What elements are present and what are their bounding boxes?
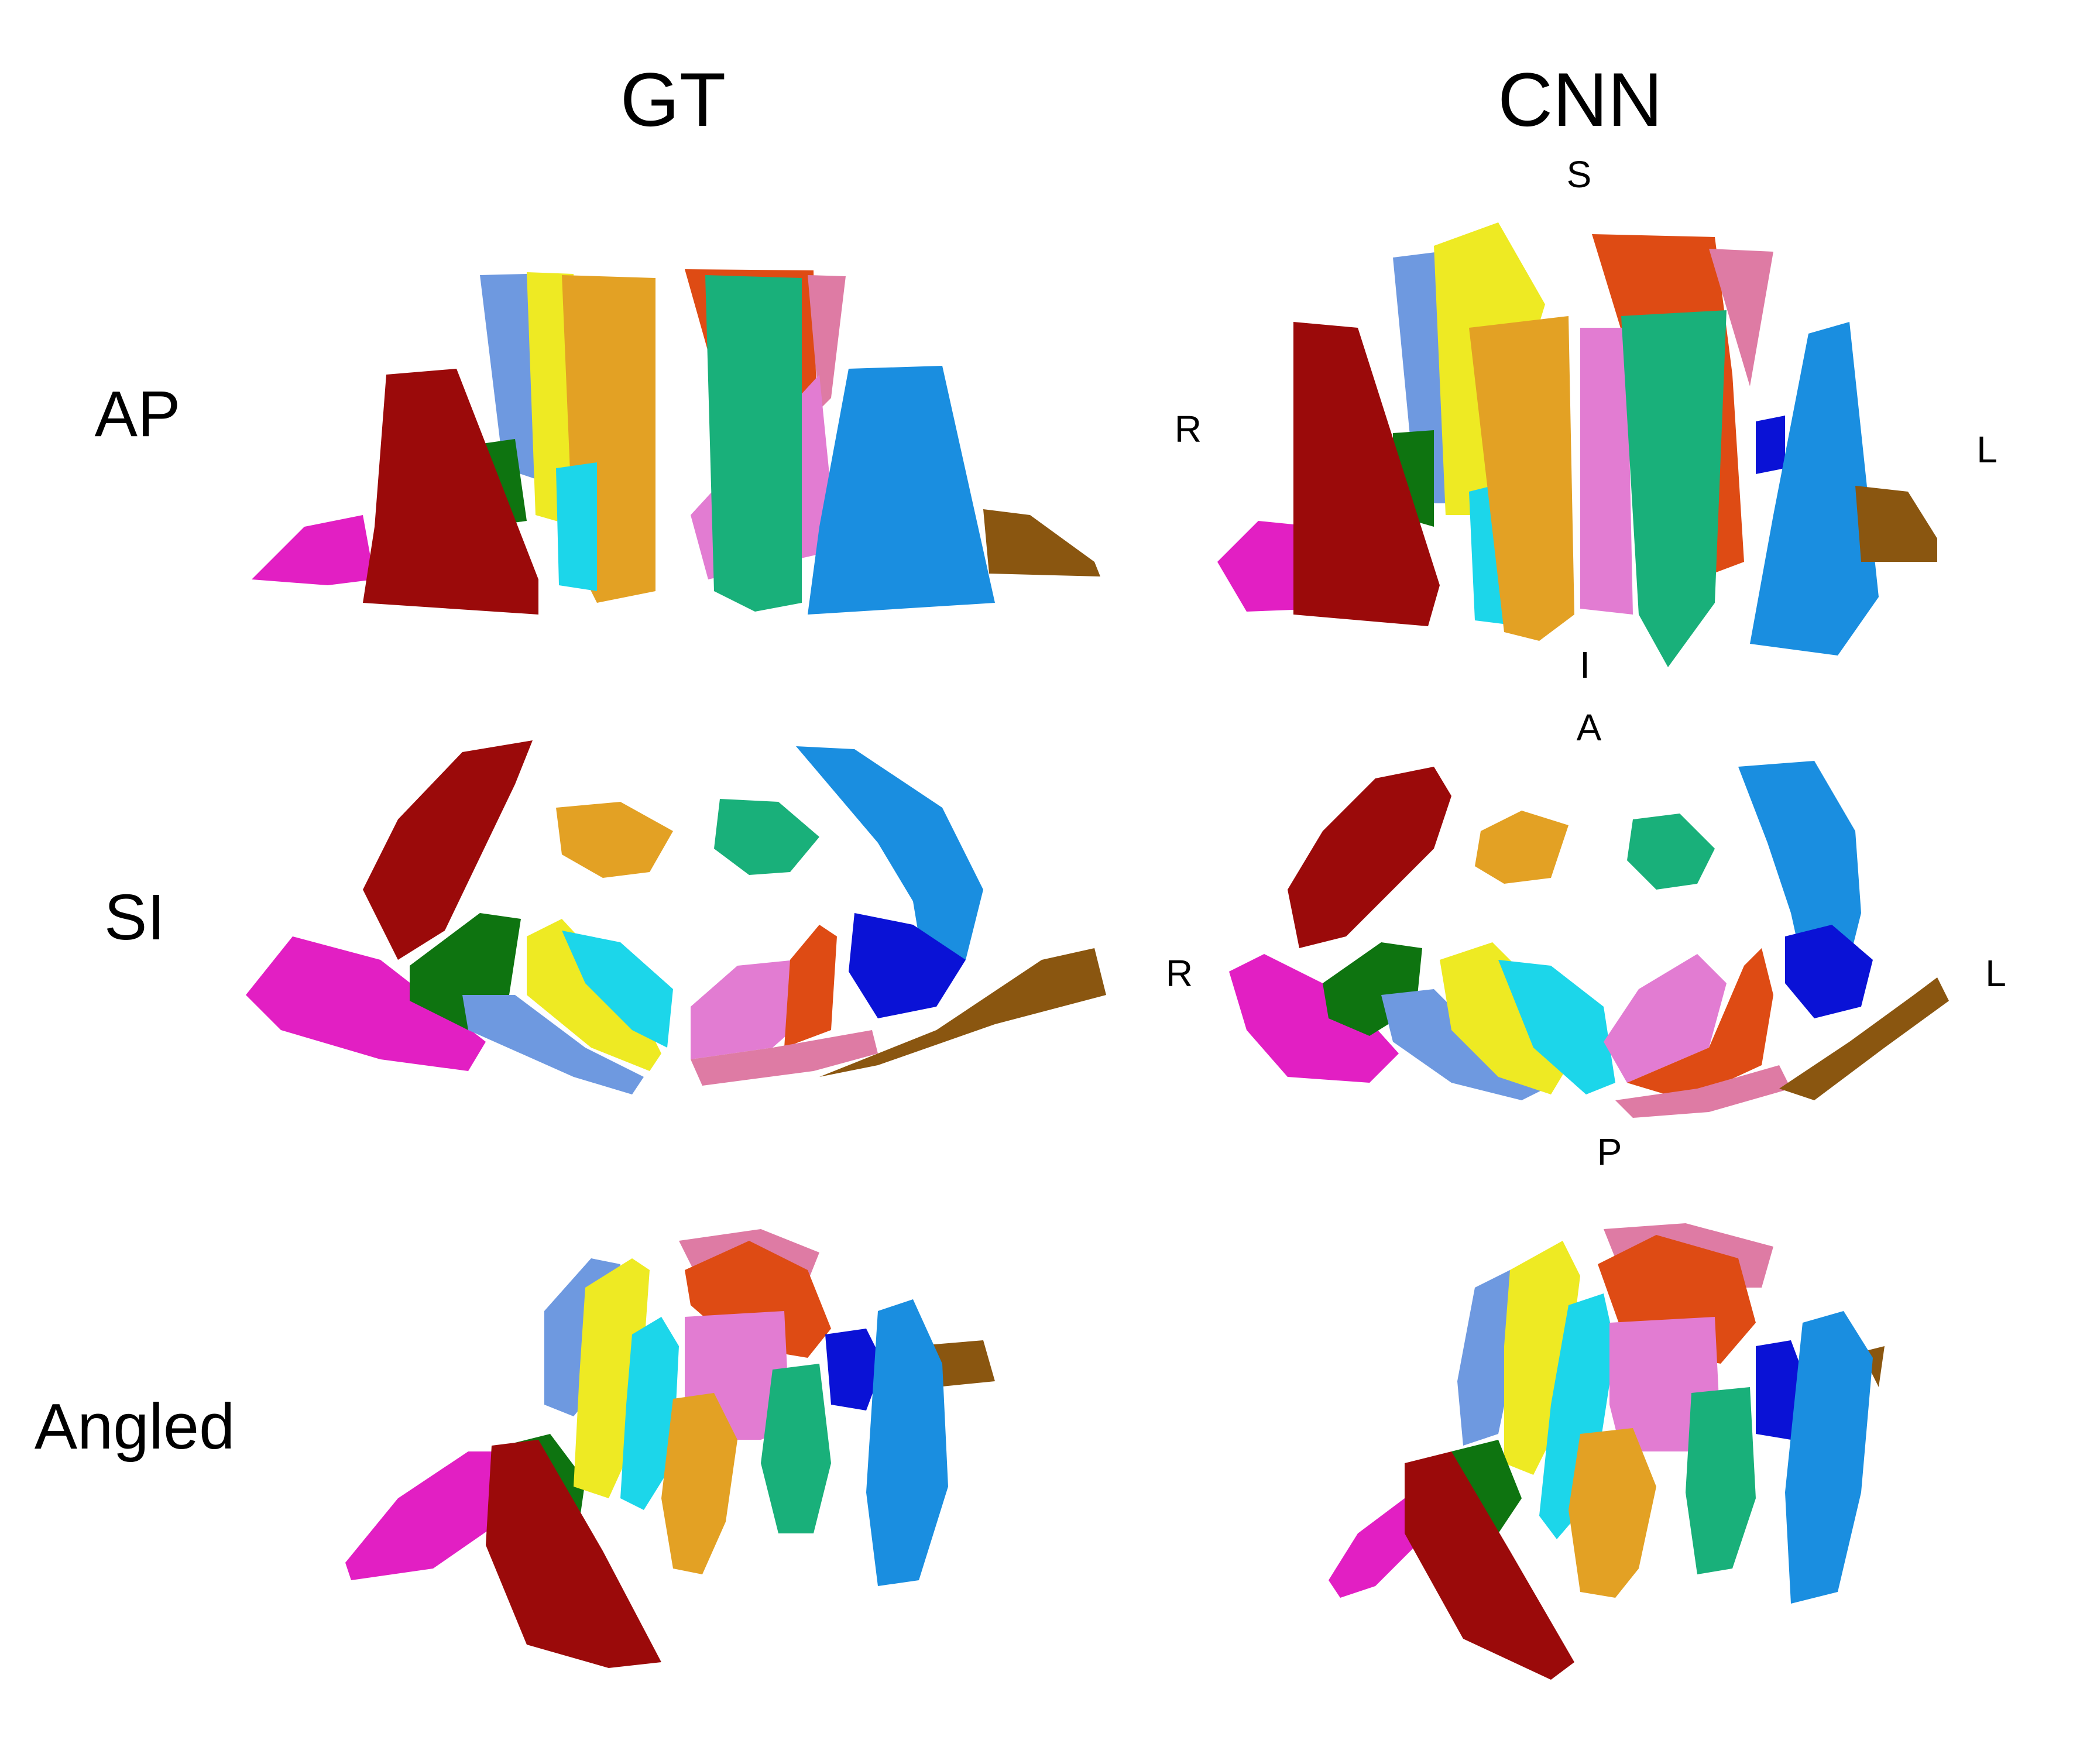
muscle-yellow bbox=[527, 272, 576, 527]
muscle-red-orange bbox=[1627, 948, 1773, 1100]
orientation-left-si: L bbox=[1985, 952, 2006, 994]
render-ap-gt bbox=[252, 269, 1100, 615]
column-title-cnn: CNN bbox=[1498, 57, 1663, 142]
render-ap-cnn bbox=[1217, 222, 1937, 667]
render-si-cnn bbox=[1229, 761, 1949, 1118]
muscle-cyan bbox=[556, 462, 597, 591]
row-label-ap: AP bbox=[95, 378, 181, 450]
muscle-pink bbox=[1604, 954, 1727, 1083]
muscle-cyan bbox=[620, 1317, 679, 1510]
muscle-magenta bbox=[1229, 954, 1399, 1083]
muscle-rose bbox=[1615, 1065, 1791, 1118]
muscle-brown bbox=[1855, 486, 1937, 562]
muscle-magenta bbox=[246, 936, 486, 1071]
muscle-blue bbox=[849, 913, 966, 1018]
muscle-green bbox=[1627, 814, 1715, 890]
muscle-light-blue bbox=[462, 995, 644, 1094]
orientation-posterior: P bbox=[1597, 1131, 1622, 1173]
orientation-right-si: R bbox=[1166, 952, 1193, 994]
muscle-brown bbox=[1779, 977, 1949, 1100]
muscle-dark-red bbox=[1288, 767, 1451, 948]
muscle-sky-blue bbox=[1785, 1311, 1873, 1604]
muscle-green bbox=[1621, 310, 1727, 667]
orientation-superior: S bbox=[1567, 153, 1592, 195]
orientation-right-ap: R bbox=[1175, 408, 1202, 450]
muscle-dark-red bbox=[1293, 322, 1440, 626]
muscle-brown bbox=[983, 509, 1100, 576]
muscle-light-blue bbox=[1393, 252, 1451, 503]
muscle-blue bbox=[1756, 416, 1785, 474]
muscle-red-orange bbox=[784, 925, 837, 1048]
muscle-dark-red bbox=[363, 740, 533, 960]
row-label-si: SI bbox=[104, 881, 165, 953]
muscle-sky-blue bbox=[1750, 322, 1879, 656]
muscle-green bbox=[1686, 1387, 1756, 1574]
muscle-dark-red bbox=[363, 369, 538, 615]
render-si-gt bbox=[246, 740, 1106, 1094]
muscle-blue bbox=[1785, 925, 1873, 1018]
column-title-gt: GT bbox=[620, 57, 726, 142]
muscle-cyan bbox=[562, 931, 673, 1048]
muscle-rose bbox=[691, 1030, 878, 1086]
muscle-sky-blue bbox=[866, 1299, 948, 1586]
muscle-yellow bbox=[1440, 942, 1569, 1094]
muscle-dark-red bbox=[486, 1440, 661, 1668]
muscle-rose bbox=[1709, 249, 1773, 386]
muscle-orange bbox=[1569, 1428, 1656, 1598]
muscle-rose bbox=[808, 275, 846, 410]
orientation-left-ap: L bbox=[1976, 428, 1998, 471]
muscle-green bbox=[761, 1364, 831, 1533]
muscle-cyan bbox=[1498, 960, 1615, 1094]
render-angled-gt bbox=[345, 1229, 995, 1668]
muscle-orange bbox=[1469, 316, 1574, 641]
row-label-angled: Angled bbox=[35, 1391, 235, 1463]
muscle-brown bbox=[819, 948, 1106, 1077]
muscle-green bbox=[705, 275, 802, 612]
orientation-inferior: I bbox=[1580, 644, 1590, 686]
muscle-orange bbox=[1475, 811, 1569, 884]
muscle-yellow bbox=[527, 919, 661, 1071]
muscle-magenta bbox=[252, 515, 375, 585]
muscle-magenta bbox=[1329, 1498, 1416, 1598]
muscle-dark-red bbox=[1405, 1451, 1574, 1680]
muscle-magenta bbox=[345, 1451, 515, 1580]
render-angled-cnn bbox=[1329, 1223, 1885, 1680]
muscle-green bbox=[714, 799, 819, 875]
muscle-orange bbox=[556, 802, 673, 878]
muscle-pink bbox=[1580, 328, 1633, 615]
muscle-blue bbox=[825, 1329, 884, 1410]
muscle-orange bbox=[661, 1393, 737, 1574]
muscle-sky-blue bbox=[808, 366, 995, 615]
orientation-anterior: A bbox=[1577, 706, 1602, 749]
muscle-light-blue bbox=[480, 274, 538, 480]
muscle-cyan bbox=[1539, 1293, 1615, 1539]
muscle-light-blue bbox=[1457, 1270, 1522, 1446]
muscle-sky-blue bbox=[796, 746, 983, 972]
